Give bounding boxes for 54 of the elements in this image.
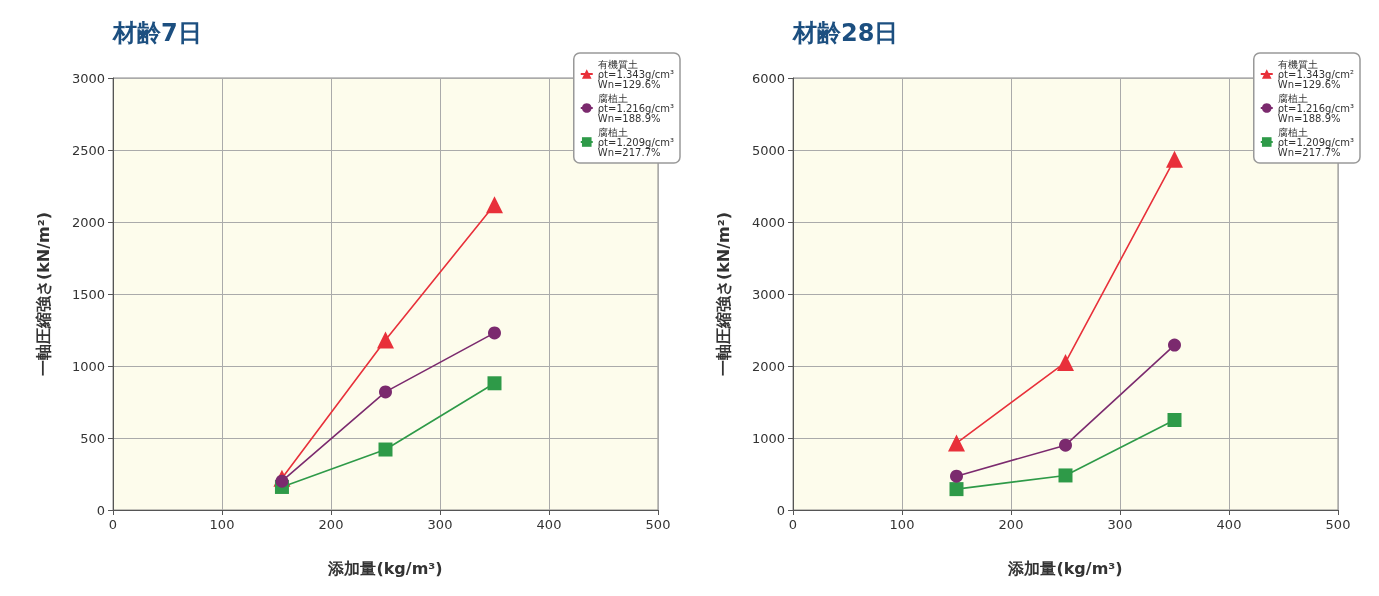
legend-label: 有機質土 ρt=1.343g/cm² Wn=129.6%	[1277, 58, 1355, 90]
y-tick-label: 0	[776, 502, 785, 518]
y-tick-label: 5000	[751, 142, 785, 158]
point	[487, 376, 502, 391]
y-tick-label: 4000	[751, 214, 785, 230]
point	[1168, 338, 1181, 352]
y-tick-label: 1000	[71, 358, 105, 374]
y-tick-label: 2500	[71, 142, 105, 158]
y-axis-title: 一軸圧縮強さ(kN/m²)	[33, 211, 53, 377]
y-tick-label: 2000	[751, 358, 785, 374]
point	[377, 331, 394, 349]
x-axis-title: 添加量(kg/m³)	[1007, 558, 1123, 578]
x-tick-label: 300	[1107, 517, 1133, 532]
point	[488, 326, 501, 340]
point	[1166, 150, 1183, 168]
point	[486, 196, 503, 214]
x-tick-label: 100	[209, 517, 235, 532]
x-tick-label: 0	[108, 517, 118, 532]
point	[379, 385, 392, 399]
point	[1167, 413, 1182, 427]
legend-label: 有機質土 ρt=1.343g/cm³ Wn=129.6%	[597, 58, 675, 90]
x-tick-label: 500	[645, 517, 671, 532]
y-axis-title: 一軸圧縮強さ(kN/m²)	[713, 211, 733, 377]
x-tick-label: 400	[1216, 517, 1242, 532]
point	[949, 482, 964, 497]
point	[378, 442, 393, 457]
x-axis-title: 添加量(kg/m³)	[327, 558, 443, 578]
legend-label: 腐植土 ρt=1.209g/cm³ Wn=217.7%	[597, 126, 675, 158]
point	[1058, 468, 1073, 483]
point	[1057, 353, 1074, 371]
legend-label: 腐植土 ρt=1.216g/cm³ Wn=188.9%	[597, 92, 675, 124]
point	[1059, 438, 1072, 452]
y-tick-label: 2000	[71, 214, 105, 230]
y-tick-label: 0	[96, 502, 105, 518]
x-tick-label: 400	[536, 517, 562, 532]
y-tick-label: 500	[80, 430, 105, 446]
y-tick-label: 3000	[71, 70, 105, 86]
x-tick-label: 500	[1325, 517, 1351, 532]
point	[275, 474, 289, 488]
x-tick-label: 200	[998, 517, 1024, 532]
legend-label: 腐植土 ρt=1.216g/cm³ Wn=188.9%	[1277, 92, 1355, 124]
y-tick-label: 1000	[751, 430, 785, 446]
x-tick-label: 100	[889, 517, 915, 532]
y-tick-label: 1500	[71, 286, 105, 302]
y-tick-label: 3000	[751, 286, 785, 302]
x-tick-label: 300	[427, 517, 453, 532]
legend-label: 腐植土 ρt=1.209g/cm³ Wn=217.7%	[1277, 126, 1355, 158]
point	[950, 469, 963, 483]
x-tick-label: 0	[788, 517, 798, 532]
y-tick-label: 6000	[751, 70, 785, 86]
chart-title: 材齢28日	[792, 19, 899, 47]
x-tick-label: 200	[318, 517, 344, 532]
point	[948, 434, 965, 452]
chart-title: 材齢7日	[112, 19, 202, 47]
